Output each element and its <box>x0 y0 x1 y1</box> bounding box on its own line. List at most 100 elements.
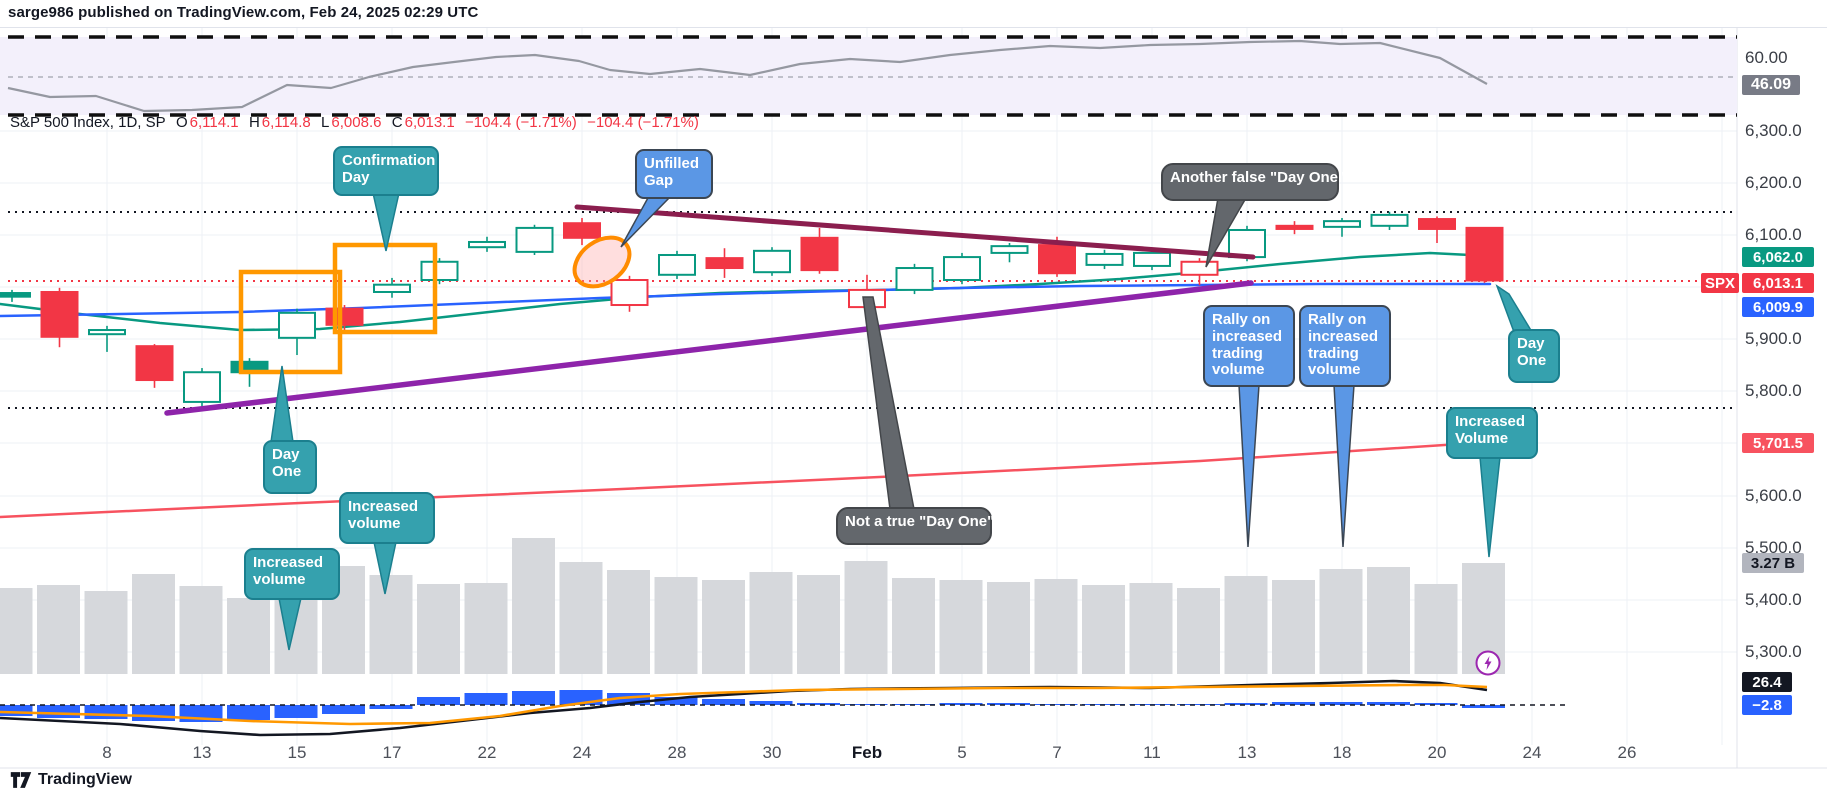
annotation-confirmation-day[interactable]: Confirmation Day <box>333 146 439 196</box>
time-axis-label: Feb <box>851 743 883 762</box>
highlight-box-1[interactable] <box>238 269 343 375</box>
annotation-not-a-true-day-one[interactable]: Not a true "Day One" <box>836 507 994 545</box>
candle-jan-27 <box>610 275 649 312</box>
candle-jan-6 <box>0 289 31 302</box>
macd-indicator-pane <box>0 679 1565 737</box>
macd-line <box>0 679 1488 737</box>
annotation-rally-volume-2[interactable]: Rally on increased trading volume <box>1299 305 1391 387</box>
candle-feb-21 <box>1465 226 1504 283</box>
time-axis-label: 11 <box>1143 743 1161 762</box>
candle-feb-18 <box>1323 218 1361 237</box>
candlesticks <box>0 211 1504 410</box>
ma-red-line[interactable] <box>0 440 1492 519</box>
candle-feb-10 <box>1085 249 1124 270</box>
price-axis-label: 6,100.0 <box>1745 225 1802 244</box>
annotation-increased-volume-mid[interactable]: Increased volume <box>339 492 435 544</box>
annotation-unfilled-gap[interactable]: Unfilled Gap <box>635 149 713 199</box>
time-axis-label: 13 <box>192 743 212 762</box>
time-axis-label: 28 <box>667 743 687 762</box>
candle-jan-8 <box>88 325 126 352</box>
candle-jan-30 <box>753 247 791 276</box>
candle-jan-22 <box>468 236 506 252</box>
annotation-day-one-right[interactable]: Day One <box>1508 329 1560 383</box>
price-axis-badge: 6,009.9 <box>1742 297 1814 317</box>
rally-volume-2-pointer <box>1333 384 1355 548</box>
price-axis-label: 5,900.0 <box>1745 329 1802 348</box>
tradingview-logo-icon <box>10 772 32 788</box>
volume-bars <box>0 538 1505 674</box>
gap-ellipse[interactable] <box>565 228 638 297</box>
candle-feb-5 <box>943 252 981 285</box>
price-axis-label: 5,300.0 <box>1745 642 1802 661</box>
rsi-indicator-pane <box>0 35 1737 117</box>
price-axis-badge: SPX <box>1701 273 1739 293</box>
legend-segment: 6,013.1 <box>404 114 455 131</box>
price-axis-label: 5,600.0 <box>1745 486 1802 505</box>
candle-jan-24 <box>563 218 601 246</box>
candle-jan-10 <box>135 344 174 388</box>
candle-feb-12 <box>1180 258 1219 286</box>
rsi-line <box>7 39 1488 113</box>
time-axis-label: 18 <box>1332 743 1352 762</box>
candle-feb-6 <box>990 243 1029 263</box>
legend-segment: −104.4 (−1.71%) <box>578 114 699 131</box>
candle-jan-28 <box>658 250 696 279</box>
day-one-left-pointer <box>270 365 294 443</box>
legend-segment: C <box>383 114 403 131</box>
time-axis-label: 13 <box>1237 743 1257 762</box>
lightning-icon[interactable] <box>1475 650 1501 676</box>
publish-caption: sarge986 published on TradingView.com, F… <box>8 4 479 21</box>
price-axis-label: 6,200.0 <box>1745 173 1802 192</box>
time-axis-label: 15 <box>287 743 307 762</box>
downtrend-maroon[interactable] <box>574 204 1256 260</box>
time-axis-label: 24 <box>572 743 592 762</box>
legend-segment: 6,008.6 <box>331 114 382 131</box>
time-axis-label: 22 <box>477 743 497 762</box>
time-axis-label: 24 <box>1522 743 1542 762</box>
time-axis-label: 20 <box>1427 743 1447 762</box>
candle-jan-29 <box>705 248 744 278</box>
price-axis-badge: 3.27 B <box>1742 553 1804 573</box>
candle-jan-23 <box>515 224 554 255</box>
legend-segment: 6,114.1 <box>189 114 239 131</box>
legend-segment: L <box>312 114 330 131</box>
price-axis-label: 5,500.0 <box>1745 538 1802 557</box>
annotation-another-false-day-one[interactable]: Another false "Day One" <box>1161 163 1345 201</box>
time-axis-label: 7 <box>1052 743 1062 762</box>
time-axis-label: 8 <box>102 743 112 762</box>
candle-jan-13 <box>183 368 221 410</box>
candle-feb-14 <box>1275 221 1314 235</box>
unfilled-gap-pointer <box>620 195 673 248</box>
uptrend-purple[interactable] <box>164 280 1254 416</box>
increased-volume-right-pointer <box>1479 456 1501 558</box>
price-axis-label: 5,800.0 <box>1745 381 1802 400</box>
price-axis-label: 5,400.0 <box>1745 590 1802 609</box>
annotation-increased-volume-right[interactable]: Increased Volume <box>1446 407 1538 459</box>
rally-volume-1-pointer <box>1238 384 1260 548</box>
time-axis-label: 26 <box>1617 743 1637 762</box>
candle-jan-21 <box>420 258 459 285</box>
symbol-legend[interactable]: S&P 500 Index, 1D, SP O 6,114.1 H 6,114.8 … <box>10 114 701 131</box>
dotted-price-levels <box>8 211 1737 409</box>
price-axis-badge: 26.4 <box>1742 672 1792 692</box>
day-one-right-pointer <box>1495 284 1534 333</box>
candle-jan-15 <box>278 308 316 356</box>
candle-jan-31 <box>800 227 839 274</box>
annotation-day-one-left[interactable]: Day One <box>263 440 317 494</box>
confirmation-day-pointer <box>372 192 400 252</box>
price-axis-badge: 5,701.5 <box>1742 433 1814 453</box>
candle-feb-4 <box>895 263 934 295</box>
rsi-gridline-label: 60.00 <box>1745 48 1788 67</box>
ma-blue-line[interactable] <box>0 282 1492 318</box>
time-axis-label: 30 <box>762 743 782 762</box>
time-axis-label: 5 <box>957 743 967 762</box>
price-axis-badge: −2.8 <box>1742 695 1792 715</box>
candle-jan-17 <box>373 277 411 298</box>
macd-signal-line <box>0 683 1488 726</box>
tradingview-logo[interactable]: TradingView <box>10 770 132 790</box>
legend-segment: 6,114.8 <box>261 114 311 131</box>
annotation-increased-volume-left[interactable]: Increased volume <box>244 548 340 600</box>
annotation-rally-volume-1[interactable]: Rally on increased trading volume <box>1203 305 1295 387</box>
